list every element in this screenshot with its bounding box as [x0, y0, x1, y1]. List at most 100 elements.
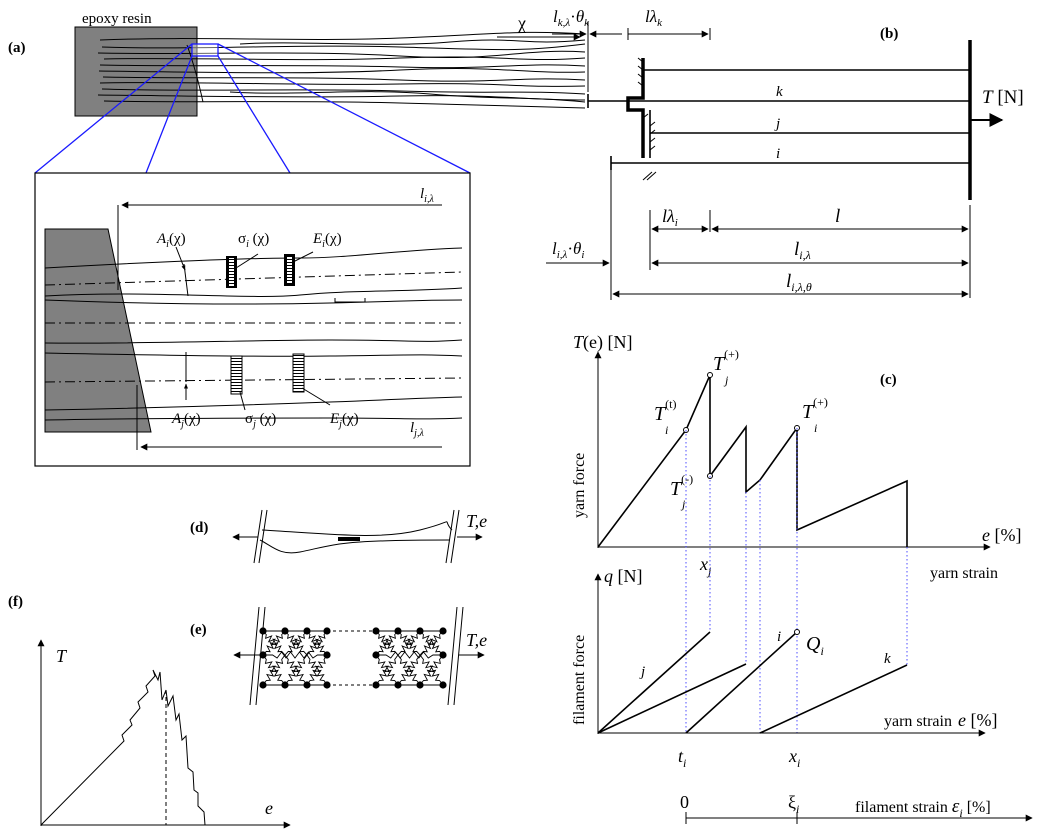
svg-text:T(e) [N]: T(e) [N] [573, 332, 633, 353]
sigma-j-label: σ [245, 411, 253, 427]
e-label: e [982, 525, 990, 545]
svg-text:Ei(χ): Ei(χ) [312, 231, 342, 250]
E-i-label: E [312, 231, 322, 247]
T-j-plus-sub: j [723, 373, 729, 387]
svg-text:Ej(χ): Ej(χ) [329, 411, 359, 430]
clamp [626, 58, 645, 158]
svg-text:lλi: lλi [662, 206, 678, 229]
l-lambda-k-label: lλ [645, 7, 657, 26]
zoom-region [191, 43, 219, 57]
q-label: q [604, 566, 613, 586]
k-label: k [776, 84, 783, 100]
k-c-label: k [884, 651, 891, 667]
svg-text:e [%]: e [%] [982, 525, 1021, 545]
T-e-e-label: T,e [466, 630, 487, 650]
T-label: T [982, 87, 994, 108]
A-i-label: A [156, 231, 167, 247]
panel-c-label: (c) [880, 372, 897, 388]
l-label: l [835, 206, 840, 227]
j-c-label: j [639, 664, 645, 680]
lattice-node [259, 651, 267, 659]
T-i-plus-sub: i [814, 421, 817, 435]
svg-text:T(t): T(t) [654, 397, 676, 425]
svg-text:lλk: lλk [645, 7, 663, 29]
svg-text:li,λ: li,λ [420, 186, 434, 205]
l-i-lambda-theta-label: l [786, 271, 791, 292]
panel-e-label: (e) [190, 622, 207, 638]
lattice-node [303, 681, 311, 689]
t-i-label: t [678, 746, 684, 766]
svg-text:lk,λ·θk: lk,λ·θk [553, 7, 590, 29]
svg-text:T [N]: T [N] [982, 87, 1024, 108]
lattice-node [372, 627, 380, 635]
filament-second-line [597, 663, 747, 734]
lattice-node [439, 681, 447, 689]
l-i-lambda-label: l [420, 186, 424, 202]
E-j-label: E [329, 411, 339, 427]
l-i-theta-label: l [552, 239, 557, 258]
lattice-node [281, 627, 289, 635]
svg-text:xj: xj [699, 554, 712, 578]
panel-e: (e) T,e [190, 606, 487, 706]
filament-k-line [759, 664, 908, 734]
f-load-curve [40, 669, 206, 826]
panel-d-label: (d) [190, 520, 208, 536]
panel-b: (b) lk,λ·θk lλk k j i T [N] [546, 7, 1024, 300]
lattice-node [439, 627, 447, 635]
svg-text:q [N]: q [N] [604, 566, 643, 586]
detail-filaments [44, 247, 463, 421]
lattice-node [416, 681, 424, 689]
lattice-node [323, 651, 331, 659]
j-label: j [774, 116, 780, 132]
T-j-minus-label: T [670, 478, 683, 500]
panel-c: (c) T(e) [N] yarn force e [%] yarn strai… [571, 332, 1033, 824]
panel-f-label: (f) [8, 594, 23, 610]
lattice-node [303, 627, 311, 635]
Q-i-label: Q [806, 633, 821, 655]
panel-b-label: (b) [880, 26, 898, 42]
svg-text:li,λ·θi: li,λ·θi [552, 239, 584, 261]
lattice-node [323, 627, 331, 635]
sigma-i-label: σ [238, 231, 246, 247]
lattice-node [439, 651, 447, 659]
f-T-label: T [56, 646, 68, 666]
svg-text:Aj(χ): Aj(χ) [171, 411, 201, 430]
svg-text:Qi: Qi [806, 633, 824, 658]
lattice-node [323, 681, 331, 689]
i-label: i [776, 146, 780, 162]
svg-text:xi: xi [788, 746, 800, 770]
panel-f: (f) T e [8, 594, 291, 829]
filament-j-line [597, 631, 711, 734]
lattice-node [394, 627, 402, 635]
E-j-element [292, 353, 305, 393]
lattice-node [372, 681, 380, 689]
svg-text:ti: ti [678, 746, 686, 770]
svg-text:T(+): T(+) [713, 347, 739, 375]
svg-text:σi (χ): σi (χ) [238, 231, 269, 250]
svg-text:ξi: ξi [788, 792, 799, 816]
svg-text:T(-): T(-) [670, 472, 693, 500]
lattice-node [259, 681, 267, 689]
l-j-lambda-label: l [410, 420, 414, 436]
yarn-strain-2-label: yarn strain [884, 713, 952, 730]
lattice-node [372, 651, 380, 659]
T-i-t-label: T [654, 403, 667, 425]
T-e-label: T [573, 332, 585, 352]
spring-lattice [259, 627, 447, 689]
i-c-label: i [777, 629, 781, 645]
svg-text:lj,λ: lj,λ [410, 420, 424, 439]
svg-text:filament strain εi [%]: filament strain εi [%] [855, 796, 991, 820]
x-j-label: x [699, 554, 708, 574]
yarn-strain-label: yarn strain [930, 565, 998, 582]
epoxy-resin-label: epoxy resin [82, 11, 152, 27]
T-i-plus-label: T [802, 401, 815, 423]
zero-label: 0 [680, 792, 689, 812]
svg-text:li,λ,θ: li,λ,θ [786, 271, 812, 294]
lattice-node [394, 681, 402, 689]
chi-label: χ [517, 13, 526, 33]
panel-a-label: (a) [8, 40, 26, 56]
A-j-label: A [171, 411, 182, 427]
l-i-lambda-b-label: l [794, 239, 799, 260]
